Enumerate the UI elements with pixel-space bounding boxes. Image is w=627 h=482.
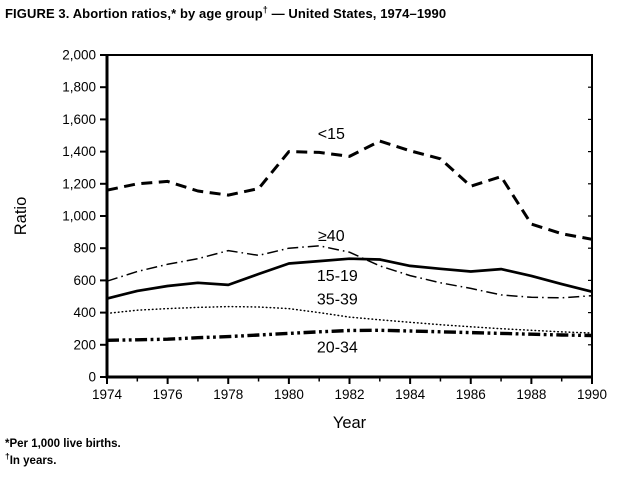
footnote-text: In years.	[9, 454, 57, 467]
y-tick-label: 1,800	[62, 80, 96, 95]
series-line-15-19	[106, 257, 593, 300]
y-axis-title: Ratio	[12, 197, 30, 236]
x-tick-label: 1984	[395, 387, 426, 402]
axis-left-bottom	[105, 55, 592, 379]
y-tick-label: 1,600	[62, 112, 96, 127]
x-tick-label: 1980	[274, 387, 304, 402]
y-tick-label: 1,000	[62, 209, 96, 224]
figure-title: FIGURE 3. Abortion ratios,* by age group…	[5, 4, 620, 21]
series-label-20-34: 20-34	[317, 340, 358, 357]
series-line-<15	[106, 139, 593, 241]
x-tick-label: 1978	[213, 387, 243, 402]
series-label-<15: <15	[318, 126, 345, 143]
figure-footnotes: *Per 1,000 live births. †In years.	[5, 436, 121, 469]
footnote-per-1000: *Per 1,000 live births.	[5, 436, 121, 453]
axis-top-right	[107, 54, 593, 377]
y-tick-label: 2,000	[62, 48, 96, 63]
footnote-symbol: *	[5, 438, 10, 450]
y-tick-label: 1,400	[62, 144, 96, 159]
y-tick-label: 1,200	[62, 176, 96, 191]
footnote-in-years: †In years.	[5, 450, 121, 470]
x-tick-label: 1988	[516, 387, 546, 402]
figure-title-text: FIGURE 3. Abortion ratios,* by age group	[5, 6, 263, 21]
figure-title-suffix: — United States, 1974–1990	[267, 6, 447, 21]
y-tick-label: 600	[73, 273, 96, 288]
series-label-15-19: 15-19	[317, 268, 358, 285]
x-tick-label: 1990	[577, 387, 607, 402]
y-tick-label: 400	[73, 305, 96, 320]
series-line-20-34	[106, 328, 593, 342]
x-tick-label: 1974	[92, 387, 123, 402]
x-tick-label: 1986	[456, 387, 486, 402]
x-axis-title: Year	[333, 414, 367, 432]
y-tick-label: 800	[73, 241, 96, 256]
series-line-35-39	[106, 305, 593, 334]
x-tick-label: 1976	[153, 387, 183, 402]
footnote-symbol: †	[5, 450, 10, 461]
y-tick-label: 200	[73, 337, 96, 352]
y-tick-label: 0	[88, 370, 96, 385]
series-line-≥40	[106, 245, 593, 299]
x-tick-label: 1982	[334, 387, 364, 402]
footnote-text: Per 1,000 live births.	[9, 438, 121, 450]
figure-title-dagger: †	[262, 4, 268, 15]
series-label-≥40: ≥40	[318, 228, 345, 245]
series-label-35-39: 35-39	[317, 292, 358, 309]
